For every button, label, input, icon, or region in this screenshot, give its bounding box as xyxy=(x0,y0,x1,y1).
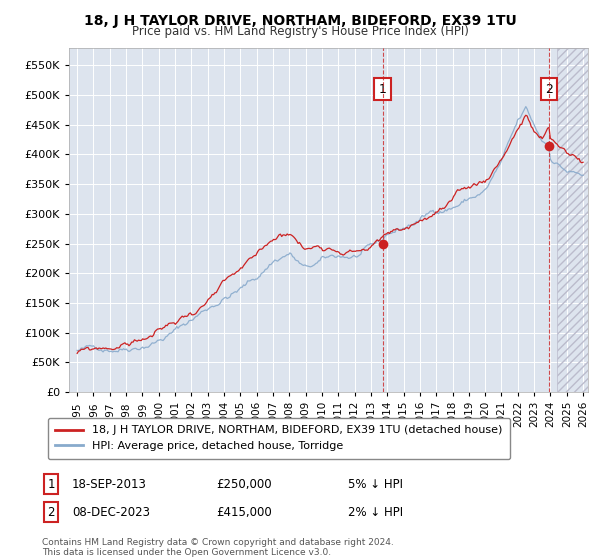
Text: 08-DEC-2023: 08-DEC-2023 xyxy=(72,506,150,519)
Text: 2: 2 xyxy=(545,83,553,96)
Text: Price paid vs. HM Land Registry's House Price Index (HPI): Price paid vs. HM Land Registry's House … xyxy=(131,25,469,38)
Text: £250,000: £250,000 xyxy=(216,478,272,491)
Text: 18, J H TAYLOR DRIVE, NORTHAM, BIDEFORD, EX39 1TU: 18, J H TAYLOR DRIVE, NORTHAM, BIDEFORD,… xyxy=(83,14,517,28)
Text: 2% ↓ HPI: 2% ↓ HPI xyxy=(348,506,403,519)
Text: 1: 1 xyxy=(379,83,386,96)
Text: £415,000: £415,000 xyxy=(216,506,272,519)
Text: 5% ↓ HPI: 5% ↓ HPI xyxy=(348,478,403,491)
Text: 2: 2 xyxy=(47,506,55,519)
Legend: 18, J H TAYLOR DRIVE, NORTHAM, BIDEFORD, EX39 1TU (detached house), HPI: Average: 18, J H TAYLOR DRIVE, NORTHAM, BIDEFORD,… xyxy=(47,418,510,459)
Text: 18-SEP-2013: 18-SEP-2013 xyxy=(72,478,147,491)
Text: 1: 1 xyxy=(47,478,55,491)
Text: Contains HM Land Registry data © Crown copyright and database right 2024.
This d: Contains HM Land Registry data © Crown c… xyxy=(42,538,394,557)
